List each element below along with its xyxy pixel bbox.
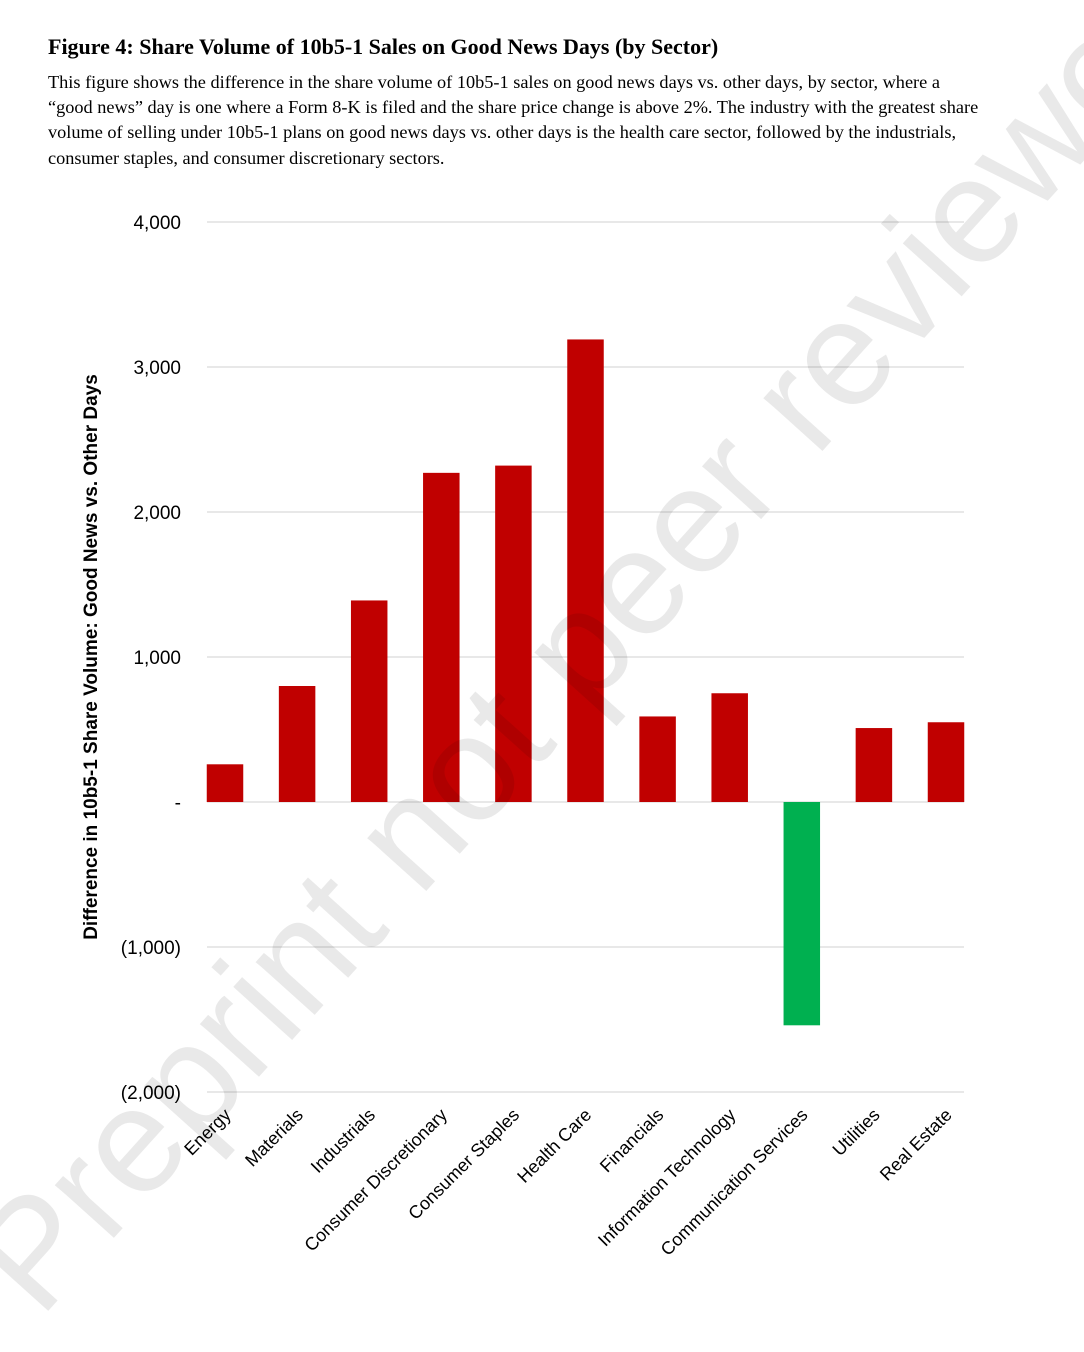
x-category-label: Financials: [596, 1105, 667, 1176]
y-axis-title: Difference in 10b5-1 Share Volume: Good …: [81, 374, 102, 940]
y-tick-label: -: [175, 793, 181, 814]
bar: [206, 764, 244, 802]
x-category-label: Communication Services: [657, 1105, 812, 1260]
figure-title: Figure 4: Share Volume of 10b5-1 Sales o…: [48, 34, 719, 59]
y-axis-ticks: 4,000 3,000 2,000 1,000 - (1,000) (2,000): [121, 213, 181, 1104]
bar: [278, 686, 316, 802]
bar: [855, 728, 893, 802]
y-tick-label: (2,000): [121, 1083, 181, 1104]
bar: [711, 693, 748, 802]
x-category-label: Consumer Discretionary: [300, 1105, 451, 1256]
bar: [567, 339, 604, 802]
bar: [495, 465, 532, 802]
figure-caption: This figure shows the difference in the …: [48, 72, 979, 168]
bar: [783, 802, 821, 1026]
y-tick-label: 3,000: [133, 358, 181, 379]
x-category-label: Information Technology: [594, 1105, 740, 1251]
y-tick-label: 2,000: [133, 503, 181, 524]
y-tick-label: (1,000): [121, 938, 181, 959]
x-category-label: Industrials: [307, 1105, 379, 1177]
bar: [423, 472, 460, 802]
x-category-label: Health Care: [513, 1105, 595, 1187]
bar: [927, 722, 965, 802]
y-tick-label: 1,000: [133, 648, 181, 669]
x-category-label: Real Estate: [876, 1105, 956, 1185]
bar: [350, 600, 388, 802]
bars: [206, 339, 965, 1026]
y-tick-label: 4,000: [133, 213, 181, 234]
bar: [639, 716, 676, 802]
x-category-label: Utilities: [829, 1105, 884, 1160]
